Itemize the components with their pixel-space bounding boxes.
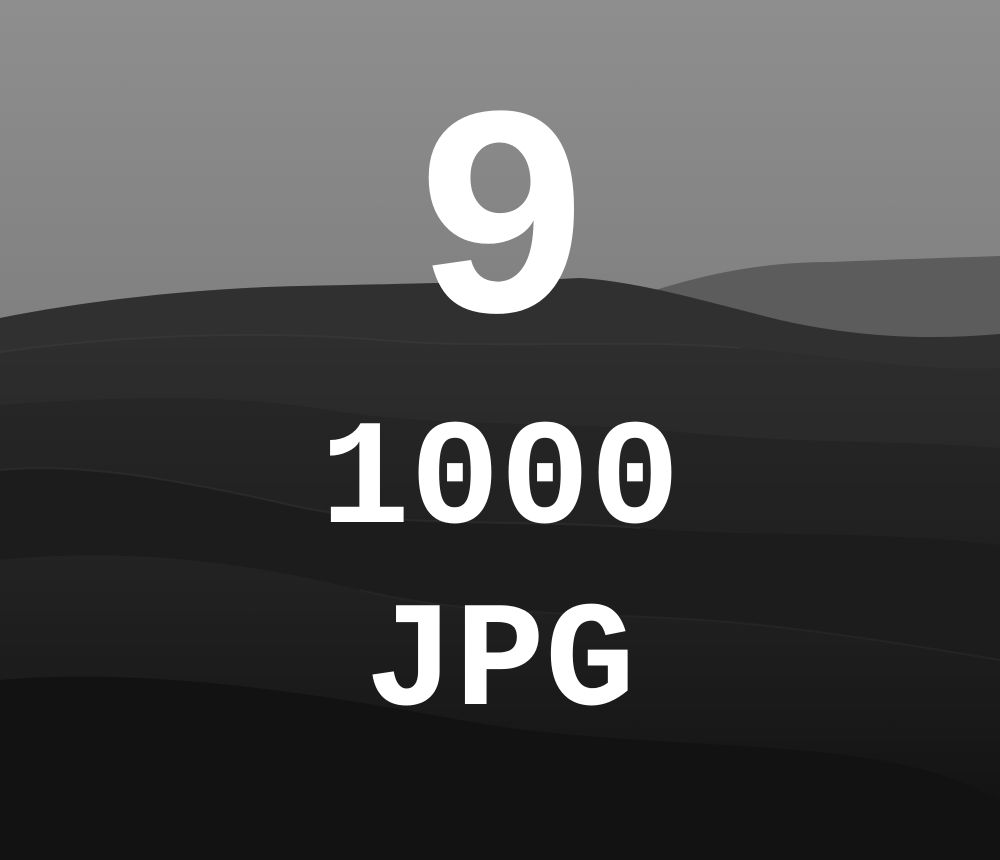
placeholder-format: JPG (364, 580, 636, 750)
ridge-highlight-2 (0, 467, 641, 529)
placeholder-size: 1000 (319, 398, 681, 568)
ridge-highlight-3 (359, 589, 1000, 661)
dune-foreground (0, 676, 1000, 860)
placeholder-number: 9 (411, 62, 592, 402)
ridge-highlight-1 (0, 333, 741, 353)
